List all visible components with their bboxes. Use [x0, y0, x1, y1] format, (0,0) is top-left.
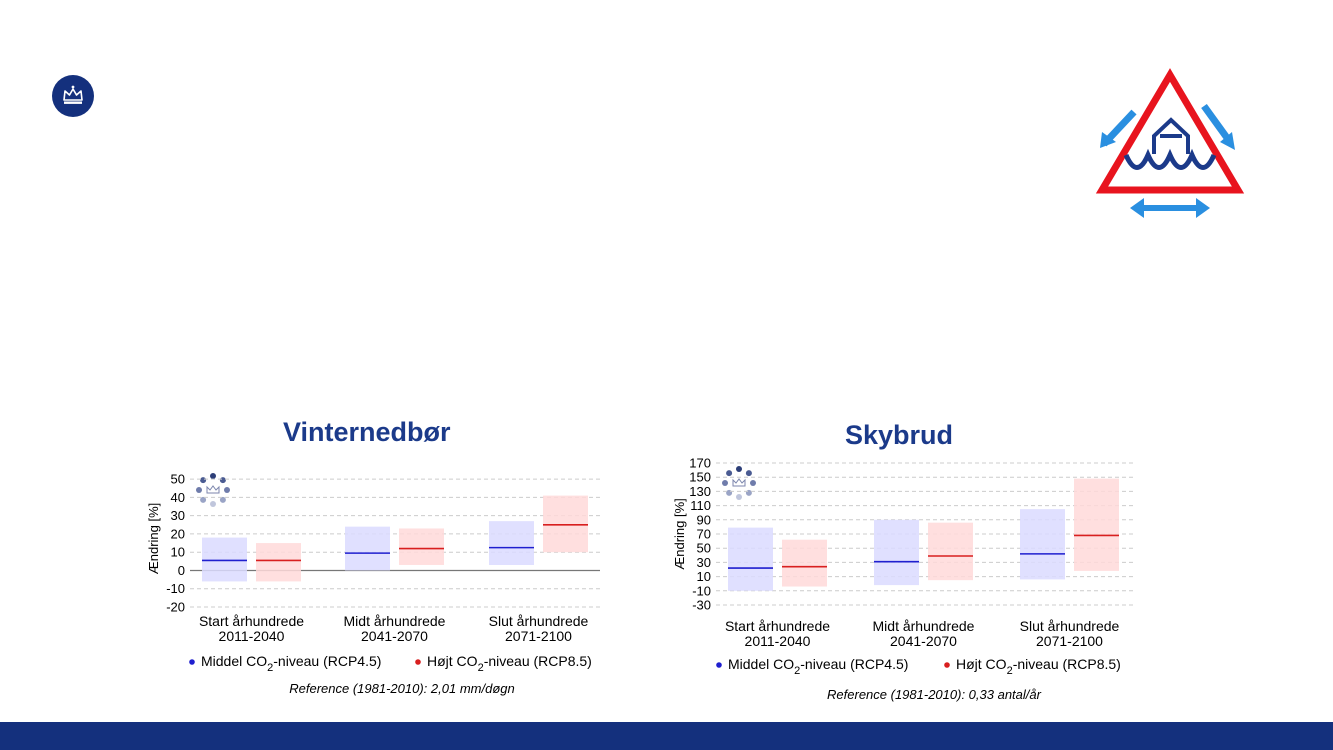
x-tick-label: Start århundrede: [725, 618, 830, 634]
chart-title-vinternedbor: Vinternedbør: [283, 417, 451, 447]
y-tick-label: 90: [697, 512, 711, 527]
x-tick-period: 2071-2100: [505, 628, 572, 644]
x-tick-period: 2041-2070: [890, 633, 957, 649]
reference-note: Reference (1981-2010): 2,01 mm/døgn: [289, 681, 514, 696]
y-tick-label: 10: [171, 545, 185, 560]
range-band: [399, 528, 444, 565]
y-tick-label: 170: [689, 456, 711, 471]
y-tick-label: 110: [690, 498, 711, 513]
y-tick-label: 50: [171, 472, 185, 487]
range-band: [1074, 478, 1119, 571]
range-band: [345, 526, 390, 571]
legend-label: Middel CO2-niveau (RCP4.5): [201, 653, 381, 674]
reference-note: Reference (1981-2010): 0,33 antal/år: [827, 687, 1042, 702]
range-band: [1020, 509, 1065, 580]
y-tick-label: -30: [692, 598, 711, 613]
y-tick-label: 0: [178, 563, 185, 578]
y-tick-label: -10: [692, 583, 711, 598]
x-tick-label: Start århundrede: [199, 613, 304, 629]
y-tick-label: 70: [697, 527, 711, 542]
y-tick-label: -20: [166, 600, 185, 615]
y-tick-label: 150: [689, 470, 711, 485]
range-band: [256, 543, 301, 582]
x-tick-label: Slut århundrede: [1020, 618, 1120, 634]
chart-vinternedbor: 50 40 30 20 10 0 -10 -20 Ændring [%] Start århund…: [140, 458, 620, 703]
chart-skybrud: 170 150 130 110 90 70 50 30 10 -10 -30 Ændring [%] S…: [664, 455, 1144, 710]
y-axis-label: Ændring [%]: [672, 498, 687, 570]
range-band: [202, 537, 247, 582]
legend-marker: [944, 662, 950, 668]
x-tick-period: 2011-2040: [745, 633, 811, 649]
x-tick-period: 2071-2100: [1036, 633, 1103, 649]
chart-title-skybrud: Skybrud: [845, 420, 954, 450]
y-tick-label: -10: [166, 581, 185, 596]
y-tick-label: 50: [697, 541, 711, 556]
x-tick-period: 2041-2070: [361, 628, 428, 644]
range-band: [874, 519, 919, 586]
x-tick-period: 2011-2040: [219, 628, 285, 644]
range-band: [543, 495, 588, 553]
range-band: [782, 539, 827, 587]
x-tick-label: Midt århundrede: [344, 613, 446, 629]
legend-label: Middel CO2-niveau (RCP4.5): [728, 656, 908, 677]
y-tick-label: 30: [171, 508, 185, 523]
y-tick-label: 10: [697, 569, 711, 584]
crown-emblem-icon: [52, 75, 94, 117]
range-band: [928, 522, 973, 581]
flood-warning-triangle-icon: [1090, 62, 1250, 228]
legend-marker: [415, 659, 421, 665]
x-tick-label: Slut århundrede: [489, 613, 589, 629]
range-band: [728, 527, 773, 591]
legend-label: Højt CO2-niveau (RCP8.5): [956, 656, 1121, 677]
footer-bar: [0, 722, 1333, 750]
y-tick-label: 130: [689, 484, 711, 499]
y-tick-label: 40: [171, 490, 185, 505]
crown-watermark-icon: [722, 466, 756, 500]
range-band: [489, 521, 534, 565]
legend-marker: [716, 662, 722, 668]
y-tick-label: 20: [171, 526, 185, 541]
y-axis-label: Ændring [%]: [146, 503, 161, 575]
crown-watermark-icon: [196, 473, 230, 507]
x-tick-label: Midt århundrede: [873, 618, 975, 634]
y-tick-label: 30: [697, 555, 711, 570]
legend-marker: [189, 659, 195, 665]
legend-label: Højt CO2-niveau (RCP8.5): [427, 653, 592, 674]
